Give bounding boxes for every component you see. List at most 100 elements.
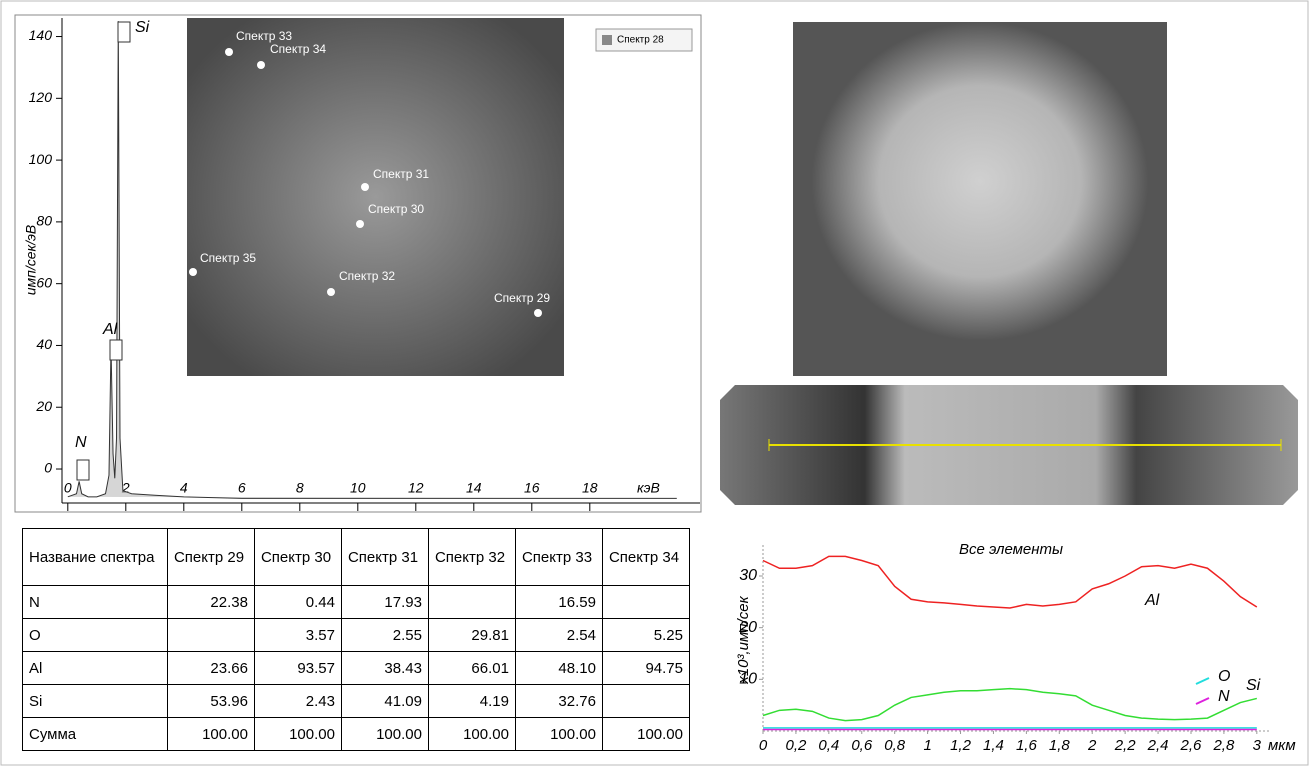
x-tick-label: 3: [1253, 737, 1262, 754]
table-cell: 41.09: [341, 685, 428, 718]
table-cell: Спектр 33: [515, 529, 602, 586]
table-cell: 2.55: [341, 619, 428, 652]
y-tick-label: 0: [44, 460, 52, 476]
table-cell: N: [23, 586, 168, 619]
table-cell: Al: [23, 652, 168, 685]
table-cell: 53.96: [167, 685, 254, 718]
table-cell: [602, 586, 689, 619]
table-cell: Si: [23, 685, 168, 718]
table-cell: 4.19: [428, 685, 515, 718]
x-unit: кэВ: [637, 480, 660, 496]
table-cell: Сумма: [23, 718, 168, 751]
y-tick-label: 20: [738, 619, 757, 636]
y-tick-label: 100: [29, 151, 53, 167]
y-tick-label: 20: [35, 398, 52, 414]
table-cell: Спектр 31: [341, 529, 428, 586]
table-cell: 100.00: [515, 718, 602, 751]
x-tick-label: 2,8: [1212, 737, 1235, 754]
x-unit: мкм: [1268, 737, 1296, 754]
x-tick-label: 1,6: [1016, 737, 1038, 754]
x-tick-label: 2: [1087, 737, 1097, 754]
table-cell: 100.00: [428, 718, 515, 751]
x-tick-label: 1,8: [1049, 737, 1071, 754]
spectrum-point: [225, 48, 233, 56]
peak-label: Al: [102, 321, 118, 338]
x-tick-label: 1: [923, 737, 931, 754]
series-label: N: [1218, 688, 1230, 705]
y-tick-label: 140: [29, 27, 53, 43]
table-cell: Спектр 30: [254, 529, 341, 586]
peak-box: [118, 22, 130, 42]
y-tick-label: 80: [36, 213, 52, 229]
profile-line: [763, 689, 1257, 721]
x-tick-label: 0,4: [818, 737, 839, 754]
spectrum-point: [257, 61, 265, 69]
legend-swatch: [602, 35, 612, 45]
x-tick-label: 2,2: [1114, 737, 1137, 754]
table-cell: 100.00: [602, 718, 689, 751]
peak-label: Si: [135, 19, 150, 36]
table-cell: 3.57: [254, 619, 341, 652]
y-axis-label: имп/сек/эВ: [23, 225, 39, 296]
point-label: Спектр 33: [236, 29, 292, 43]
series-label: Si: [1246, 677, 1261, 694]
table-cell: 66.01: [428, 652, 515, 685]
table-cell: [167, 619, 254, 652]
point-label: Спектр 34: [270, 42, 326, 56]
y-tick-label: 120: [29, 89, 53, 105]
peak-label: N: [75, 434, 87, 451]
sem-inset: [187, 18, 564, 376]
x-tick-label: 2,6: [1180, 737, 1203, 754]
table-row: Al23.6693.5738.4366.0148.1094.75: [23, 652, 690, 685]
x-tick-label: 1,2: [950, 737, 972, 754]
point-label: Спектр 29: [494, 291, 550, 305]
point-label: Спектр 31: [373, 167, 429, 181]
legend-swatch: [1196, 678, 1209, 684]
table-cell: [428, 586, 515, 619]
x-tick-label: 8: [296, 480, 304, 496]
y-tick-label: 60: [36, 274, 52, 290]
x-tick-label: 14: [466, 480, 482, 496]
table-cell: 100.00: [341, 718, 428, 751]
x-tick-label: 4: [180, 480, 188, 496]
spectrum-point: [356, 220, 364, 228]
spectrum-point: [361, 183, 369, 191]
table-cell: 48.10: [515, 652, 602, 685]
y-tick-label: 10: [739, 671, 757, 688]
x-tick-label: 2,4: [1147, 737, 1169, 754]
x-tick-label: 6: [238, 480, 246, 496]
x-tick-label: 0: [64, 480, 72, 496]
table-cell: [602, 685, 689, 718]
legend-swatch: [1196, 698, 1209, 704]
spectrum-point: [534, 309, 542, 317]
sem-image: [793, 22, 1167, 376]
table-cell: 100.00: [254, 718, 341, 751]
x-tick-label: 10: [350, 480, 366, 496]
x-tick-label: 0,2: [785, 737, 807, 754]
point-label: Спектр 32: [339, 269, 395, 283]
table-cell: 32.76: [515, 685, 602, 718]
table-cell: Спектр 32: [428, 529, 515, 586]
y-tick-label: 40: [36, 336, 52, 352]
table-cell: 2.43: [254, 685, 341, 718]
table-cell: O: [23, 619, 168, 652]
y-tick-label: 30: [739, 567, 757, 584]
x-tick-label: 0,6: [851, 737, 873, 754]
legend-label: Спектр 28: [617, 35, 664, 46]
spectrum-point: [327, 288, 335, 296]
x-tick-label: 12: [408, 480, 424, 496]
table-cell: 16.59: [515, 586, 602, 619]
table-cell: Спектр 29: [167, 529, 254, 586]
profile-line: [763, 556, 1257, 608]
table-cell: 0.44: [254, 586, 341, 619]
table-cell: 2.54: [515, 619, 602, 652]
figure: 020406080100120140024681012141618кэВимп/…: [0, 0, 1310, 767]
peak-box: [77, 460, 89, 480]
series-label: Al: [1144, 592, 1160, 609]
point-label: Спектр 35: [200, 251, 256, 265]
table-cell: 100.00: [167, 718, 254, 751]
